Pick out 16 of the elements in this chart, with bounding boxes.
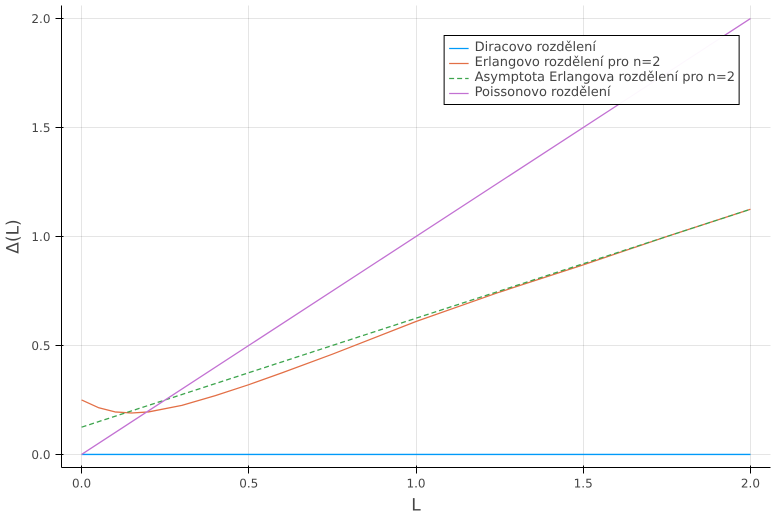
y-tick-label: 0.5 [31,338,51,353]
legend-label: Diracovo rozdělení [474,40,596,55]
x-tick-label: 1.5 [574,476,593,490]
x-axis-title: L [411,496,422,516]
y-axis-title: Δ(L) [3,219,24,254]
legend-label: Poissonovo rozdělení [474,85,611,100]
y-tick-label: 0.0 [31,448,51,462]
y-tick-label: 1.0 [31,230,51,244]
legend-label: Erlangovo rozdělení pro n=2 [474,55,660,70]
y-tick-label: 1.5 [31,121,51,136]
x-tick-label: 2.0 [740,476,760,490]
x-tick-label: 0.5 [239,476,258,490]
legend-label: Asymptota Erlangova rozdělení pro n=2 [474,70,735,85]
x-tick-label: 0.0 [72,476,92,490]
x-tick-label: 1.0 [406,476,426,490]
y-tick-label: 2.0 [31,12,51,26]
